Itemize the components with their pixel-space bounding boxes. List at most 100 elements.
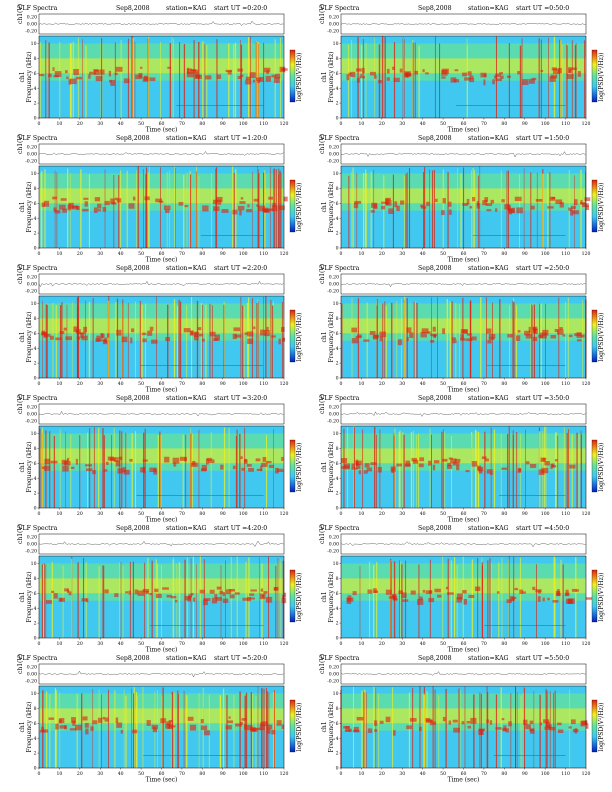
spectral-blob xyxy=(372,334,379,340)
colorbar xyxy=(591,569,598,623)
spectral-blob xyxy=(44,465,51,471)
colorbar xyxy=(591,699,598,753)
spectral-blob xyxy=(562,334,566,337)
spectrogram-y-label: Frequency (kHz) xyxy=(328,701,335,752)
spectral-blob xyxy=(460,338,466,341)
spectral-blob xyxy=(53,207,57,212)
x-tick-label: 100 xyxy=(541,771,550,777)
spectral-blob xyxy=(104,200,110,206)
spectral-blob xyxy=(228,716,231,719)
spectral-blob xyxy=(555,199,563,205)
x-tick-label: 90 xyxy=(220,641,226,647)
x-tick-label: 20 xyxy=(379,121,385,127)
spectral-blob xyxy=(246,331,254,337)
spectral-blob xyxy=(483,79,486,86)
spectral-blob xyxy=(499,72,503,75)
spectral-blob xyxy=(209,589,215,594)
spectral-blob xyxy=(363,470,368,474)
x-tick-label: 60 xyxy=(159,121,165,127)
spectral-blob xyxy=(437,594,442,598)
spectral-blob xyxy=(256,204,259,207)
spectral-blob xyxy=(445,586,449,590)
spectral-blob xyxy=(222,598,229,603)
x-axis-label: Time (sec) xyxy=(448,517,480,524)
spectral-blob xyxy=(447,464,453,469)
spectral-blob xyxy=(373,588,377,593)
spectral-blob xyxy=(102,207,107,212)
waveform-tick-label: 0.20 xyxy=(27,665,37,671)
spectral-blob xyxy=(263,591,268,594)
spectral-blob xyxy=(186,68,192,74)
panel-start-time: start UT =4:20:0 xyxy=(214,525,268,532)
x-tick-label: 90 xyxy=(220,381,226,387)
x-tick-label: 0 xyxy=(340,771,343,777)
colorbar xyxy=(289,699,296,753)
spectral-blob xyxy=(442,198,446,204)
waveform-trace xyxy=(38,20,284,26)
spectral-blob xyxy=(478,469,483,474)
spectral-blob xyxy=(164,456,170,463)
spectrogram-y-label-channel: ch1 xyxy=(19,201,26,212)
spectral-blob xyxy=(239,209,242,216)
spectral-blob xyxy=(460,334,464,340)
x-axis-label: Time (sec) xyxy=(448,387,480,394)
spectral-blob xyxy=(393,77,400,83)
spectral-blob xyxy=(257,80,260,84)
panel-title: VLF Spectra xyxy=(320,5,360,12)
spectral-blob xyxy=(428,598,435,603)
spectral-blob xyxy=(532,586,536,591)
x-tick-label: 60 xyxy=(461,511,467,517)
spectrogram-y-label-channel: ch1 xyxy=(321,201,328,212)
spectral-blob xyxy=(213,206,220,211)
spectral-blob xyxy=(104,589,109,594)
spectral-blob xyxy=(203,599,208,606)
waveform-tick-label: 0.00 xyxy=(27,152,37,158)
x-tick-label: 100 xyxy=(541,641,550,647)
x-tick-label: 100 xyxy=(239,251,248,257)
spectral-blob xyxy=(348,72,352,76)
spectral-blob xyxy=(116,198,122,203)
spectral-blob xyxy=(72,720,76,726)
spectral-blob xyxy=(568,69,572,73)
spectral-blob xyxy=(183,328,191,333)
waveform-tick-label: -0.20 xyxy=(327,29,339,35)
spectral-blob xyxy=(369,331,376,335)
spectral-blob xyxy=(260,465,263,472)
spectral-blob xyxy=(448,720,451,725)
y-tick-label: 8 xyxy=(336,316,339,322)
panel-station: station=KAG xyxy=(166,655,207,662)
spectral-blob xyxy=(460,329,468,334)
spectral-blob xyxy=(165,209,170,214)
spectral-blob xyxy=(441,76,446,79)
panel-date: Sep8,2008 xyxy=(418,5,452,12)
spectral-blob xyxy=(281,456,284,461)
spectral-blob xyxy=(489,720,493,725)
waveform-tick-label: 0.00 xyxy=(27,672,37,678)
spectral-blob xyxy=(237,205,245,211)
spectral-blob xyxy=(281,327,285,332)
x-tick-label: 30 xyxy=(399,251,405,257)
spectral-blob xyxy=(541,467,549,474)
panel-start-time: start UT =3:50:0 xyxy=(516,395,570,402)
spectral-blob xyxy=(247,338,254,344)
spectral-blob xyxy=(162,587,169,590)
waveform-trace xyxy=(38,411,284,417)
x-axis-label: Time (sec) xyxy=(146,387,178,394)
spectral-blob xyxy=(225,725,232,730)
spectrogram-y-label-channel: ch1 xyxy=(321,331,328,342)
spectral-blob xyxy=(465,470,470,473)
spectral-blob xyxy=(495,727,502,730)
spectral-blob xyxy=(100,339,106,342)
y-tick-label: 10 xyxy=(31,691,37,697)
x-axis-label: Time (sec) xyxy=(448,257,480,264)
spectral-blob xyxy=(128,590,132,595)
colorbar-label: log(PSD(V²/Hz)) xyxy=(296,53,303,102)
spectral-blob xyxy=(456,597,462,603)
x-tick-label: 70 xyxy=(179,641,185,647)
spectral-blob xyxy=(94,197,101,202)
x-tick-label: 90 xyxy=(522,381,528,387)
spectral-blob xyxy=(250,589,257,592)
spectral-blob xyxy=(66,76,69,80)
x-tick-label: 120 xyxy=(582,511,591,517)
